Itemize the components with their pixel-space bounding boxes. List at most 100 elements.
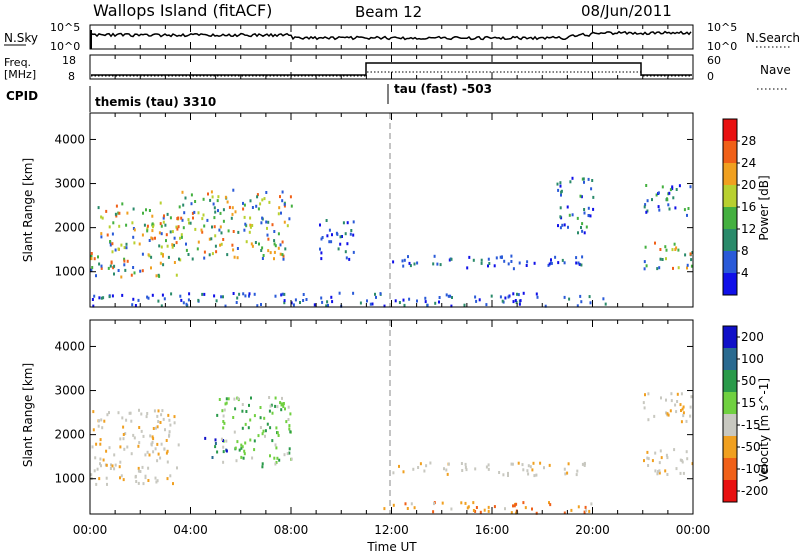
- echo-cell: [550, 258, 552, 262]
- echo-cell: [283, 301, 286, 305]
- echo-cell: [544, 304, 547, 308]
- echo-cell: [683, 208, 686, 212]
- echo-cell: [383, 304, 386, 308]
- echo-cell: [147, 479, 150, 482]
- echo-cell: [667, 203, 670, 207]
- echo-cell: [109, 240, 112, 243]
- echo-cell: [467, 505, 470, 509]
- echo-cell: [275, 426, 278, 430]
- echo-cell: [187, 253, 190, 256]
- echo-cell: [102, 296, 105, 300]
- echo-cell: [527, 464, 530, 468]
- echo-cell: [487, 264, 489, 268]
- freq-tick-low: 8: [68, 70, 75, 83]
- echo-cell: [265, 191, 268, 194]
- echo-cell: [152, 450, 155, 454]
- echo-cell: [93, 257, 96, 261]
- echo-cell: [281, 199, 284, 203]
- echo-cell: [150, 236, 153, 240]
- colorbar-segment: [723, 392, 737, 414]
- echo-cell: [132, 297, 135, 301]
- echo-cell: [160, 245, 163, 249]
- echo-cell: [655, 193, 658, 197]
- echo-cell: [564, 472, 567, 476]
- echo-cell: [585, 225, 588, 229]
- echo-cell: [172, 482, 174, 486]
- echo-cell: [259, 202, 262, 206]
- echo-cell: [106, 482, 108, 486]
- echo-cell: [585, 509, 588, 513]
- echo-cell: [285, 420, 288, 424]
- echo-cell: [326, 234, 329, 238]
- echo-cell: [113, 272, 115, 276]
- echo-cell: [539, 461, 542, 465]
- echo-cell: [445, 293, 448, 297]
- echo-cell: [203, 250, 206, 254]
- echo-cell: [398, 464, 400, 468]
- echo-cell: [240, 446, 243, 450]
- echo-cell: [267, 249, 270, 253]
- echo-cell: [274, 396, 277, 400]
- echo-cell: [117, 269, 120, 272]
- echo-cell: [284, 247, 287, 251]
- echo-cell: [192, 216, 194, 220]
- echo-cell: [238, 448, 241, 452]
- y-tick-label: 1000: [54, 265, 85, 279]
- echo-cell: [137, 469, 140, 473]
- echo-cell: [128, 411, 131, 415]
- echo-cell: [413, 262, 416, 266]
- echo-cell: [403, 303, 406, 307]
- echo-cell: [665, 411, 668, 415]
- echo-cell: [259, 416, 262, 420]
- echo-cell: [213, 216, 216, 220]
- echo-cell: [474, 295, 477, 299]
- echo-cell: [200, 228, 203, 232]
- echo-cell: [144, 474, 147, 478]
- echo-cell: [416, 261, 419, 265]
- echo-cell: [148, 239, 151, 242]
- echo-cell: [269, 426, 272, 430]
- echo-cell: [450, 304, 453, 308]
- echo-cell: [577, 261, 580, 265]
- echo-cell: [253, 448, 256, 452]
- echo-cell: [185, 248, 188, 252]
- echo-cell: [451, 296, 453, 299]
- echo-cell: [250, 396, 252, 400]
- echo-cell: [173, 261, 176, 264]
- echo-cell: [119, 460, 122, 464]
- echo-cell: [188, 221, 190, 225]
- echo-cell: [236, 247, 239, 250]
- echo-cell: [533, 474, 536, 478]
- freq-label: Freq.: [4, 56, 31, 69]
- echo-cell: [535, 473, 538, 477]
- power-y-axis: 1000 2000 3000 4000: [54, 132, 693, 279]
- echo-cell: [352, 233, 355, 237]
- echo-cell: [642, 401, 645, 405]
- echo-cell: [185, 302, 188, 306]
- echo-cell: [264, 434, 266, 438]
- echo-cell: [163, 297, 166, 301]
- echo-cell: [669, 188, 672, 192]
- echo-cell: [536, 295, 539, 299]
- echo-cell: [401, 259, 404, 263]
- colorbar-segment: [723, 251, 737, 273]
- echo-cell: [588, 295, 591, 299]
- echo-cell: [588, 509, 591, 513]
- echo-cell: [130, 419, 133, 423]
- echo-cell: [286, 452, 289, 456]
- echo-cell: [515, 502, 518, 506]
- echo-cell: [148, 453, 151, 457]
- echo-cell: [95, 482, 98, 486]
- colorbar-segment: [723, 229, 737, 251]
- echo-cell: [689, 252, 692, 256]
- echo-cell: [167, 255, 170, 259]
- echo-cell: [163, 214, 165, 218]
- echo-cell: [191, 211, 194, 215]
- echo-cell: [289, 412, 292, 416]
- echo-cell: [180, 216, 183, 220]
- echo-cell: [480, 261, 483, 265]
- echo-cell: [141, 233, 144, 237]
- echo-cell: [408, 261, 411, 265]
- echo-cell: [266, 233, 269, 237]
- echo-cell: [204, 436, 207, 440]
